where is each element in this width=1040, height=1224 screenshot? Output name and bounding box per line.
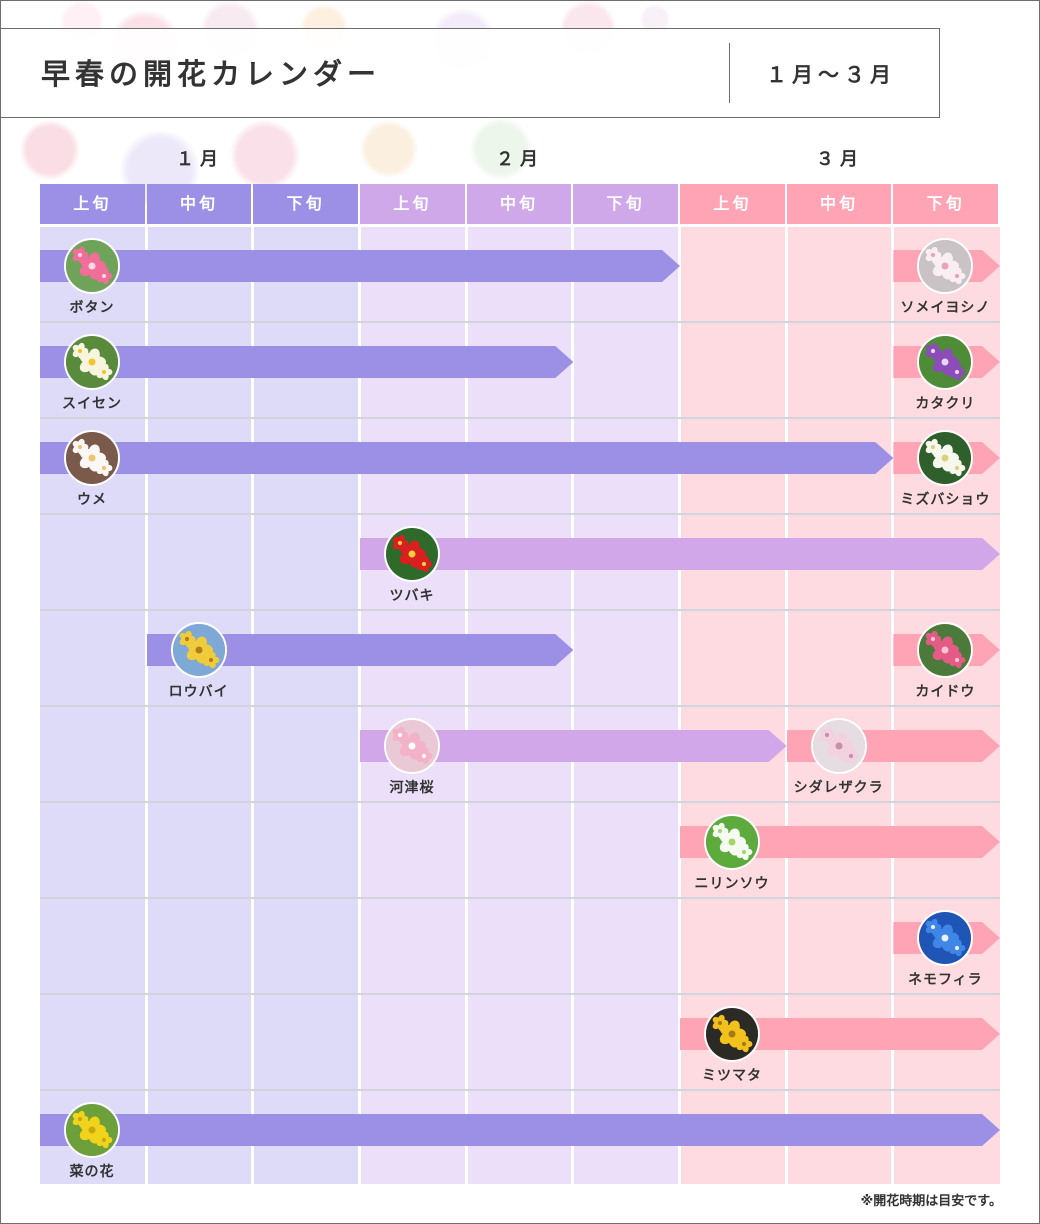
row-divider	[40, 705, 1000, 707]
weeping-cherry-icon	[810, 718, 867, 774]
bloom-bar	[40, 346, 573, 378]
cherry-blossom-icon	[917, 238, 974, 294]
plum-blossom-icon	[64, 430, 120, 486]
flower-name-label: ツバキ	[389, 588, 435, 604]
kawazu-cherry-icon	[384, 718, 440, 774]
period-header: 中旬	[146, 184, 252, 224]
flower-name-label: 河津桜	[389, 780, 435, 796]
row-divider	[40, 513, 1000, 515]
row-divider	[40, 897, 1000, 899]
flower-name-label: ミツマタ	[702, 1068, 762, 1084]
page-title: 早春の開花カレンダー	[41, 57, 382, 91]
period-header: 下旬	[893, 184, 998, 224]
month-label: １月	[176, 149, 224, 170]
period-header: 中旬	[786, 184, 892, 224]
flower-name-label: スイセン	[62, 396, 122, 412]
flower-decoration	[470, 118, 532, 180]
camellia-icon	[384, 526, 440, 582]
period-header: 上旬	[680, 184, 785, 224]
period-header: 上旬	[360, 184, 465, 224]
row-divider	[40, 993, 1000, 995]
row-divider	[40, 417, 1000, 419]
period-header: 下旬	[253, 184, 358, 224]
flower-name-label: カイドウ	[915, 684, 976, 700]
flower-name-label: ボタン	[69, 300, 115, 316]
anemone-icon	[704, 814, 760, 870]
flower-decoration	[230, 120, 300, 190]
row-divider	[40, 609, 1000, 611]
flower-name-label: ウメ	[77, 492, 107, 508]
flower-name-label: ネモフィラ	[907, 972, 983, 988]
dogtooth-violet-icon	[917, 334, 974, 390]
mitsumata-icon	[704, 1006, 760, 1062]
flower-name-label: 菜の花	[69, 1164, 115, 1180]
flower-name-label: ソメイヨシノ	[900, 300, 991, 316]
flower-name-label: カタクリ	[915, 396, 976, 412]
footnote: ※開花時期は目安です。	[860, 1194, 1002, 1209]
period-header: 下旬	[573, 184, 678, 224]
bloom-bar	[40, 250, 680, 282]
flower-name-label: ニリンソウ	[694, 876, 770, 892]
month-label: ２月	[496, 149, 544, 170]
peony-icon	[64, 238, 120, 294]
flower-name-label: シダレザクラ	[793, 780, 884, 796]
month-label: ３月	[816, 149, 864, 170]
bloom-bar	[40, 1114, 1000, 1146]
rapeseed-icon	[64, 1102, 120, 1158]
skunk-cabbage-icon	[917, 430, 974, 486]
flower-name-label: ロウバイ	[168, 684, 229, 700]
date-range: １月～３月	[766, 62, 896, 87]
period-header: 中旬	[466, 184, 572, 224]
nemophila-icon	[917, 910, 974, 966]
flower-decoration	[20, 120, 80, 180]
period-header: 上旬	[40, 184, 145, 224]
bloom-bar	[40, 442, 893, 474]
row-divider	[40, 1089, 1000, 1091]
title-divider	[729, 43, 730, 103]
flower-decoration	[360, 120, 418, 178]
flower-name-label: ミズバショウ	[900, 492, 991, 508]
narcissus-icon	[64, 334, 120, 390]
crabapple-icon	[917, 622, 974, 678]
title-banner: 早春の開花カレンダー １月～３月	[0, 28, 940, 118]
wintersweet-icon	[170, 622, 227, 678]
bloom-bar	[360, 538, 1000, 570]
row-divider	[40, 801, 1000, 803]
row-divider	[40, 321, 1000, 323]
